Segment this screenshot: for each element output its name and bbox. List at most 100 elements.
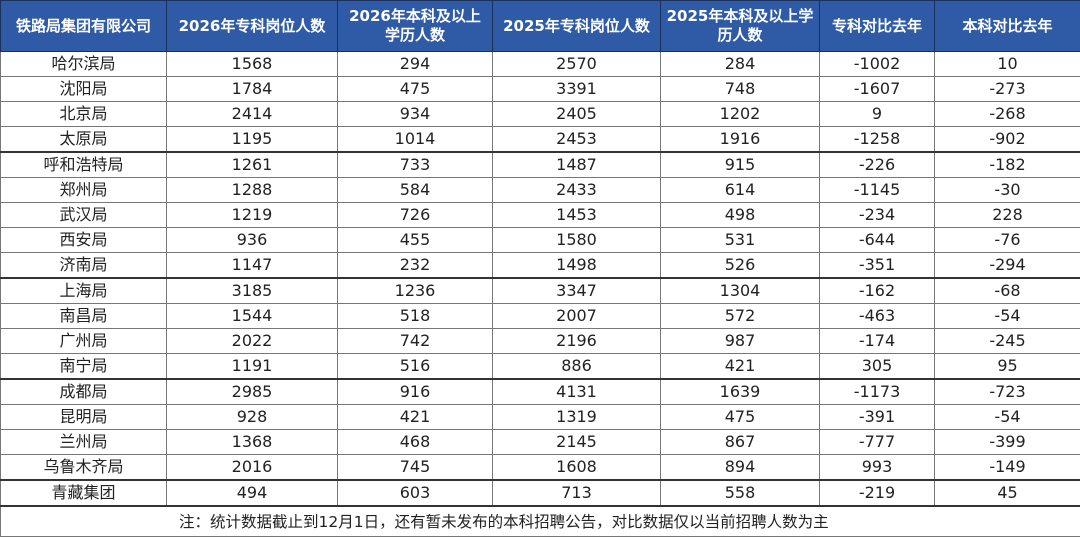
value-cell: 742 bbox=[338, 329, 493, 354]
value-cell: 475 bbox=[338, 77, 493, 102]
value-cell: 603 bbox=[338, 480, 493, 506]
value-cell: 572 bbox=[661, 304, 820, 329]
value-cell: -162 bbox=[820, 278, 935, 304]
bureau-name-cell: 呼和浩特局 bbox=[1, 152, 167, 178]
column-header: 专科对比去年 bbox=[820, 1, 935, 52]
value-cell: 526 bbox=[661, 253, 820, 279]
value-cell: 936 bbox=[167, 228, 338, 253]
bureau-name-cell: 南宁局 bbox=[1, 354, 167, 380]
value-cell: 934 bbox=[338, 102, 493, 127]
value-cell: 2405 bbox=[493, 102, 661, 127]
value-cell: 1580 bbox=[493, 228, 661, 253]
note-row: 注：统计数据截止到12月1日，还有暂未发布的本科招聘公告，对比数据仅以当前招聘人… bbox=[1, 506, 1080, 537]
value-cell: 421 bbox=[338, 405, 493, 430]
value-cell: 1368 bbox=[167, 430, 338, 455]
value-cell: 2007 bbox=[493, 304, 661, 329]
value-cell: 1014 bbox=[338, 127, 493, 153]
column-header: 2026年本科及以上学历人数 bbox=[338, 1, 493, 52]
value-cell: -1173 bbox=[820, 379, 935, 405]
value-cell: 455 bbox=[338, 228, 493, 253]
column-header: 本科对比去年 bbox=[935, 1, 1080, 52]
value-cell: 494 bbox=[167, 480, 338, 506]
value-cell: -54 bbox=[935, 405, 1080, 430]
value-cell: 9 bbox=[820, 102, 935, 127]
value-cell: -644 bbox=[820, 228, 935, 253]
value-cell: -1002 bbox=[820, 52, 935, 77]
bureau-name-cell: 成都局 bbox=[1, 379, 167, 405]
value-cell: -268 bbox=[935, 102, 1080, 127]
bureau-name-cell: 武汉局 bbox=[1, 203, 167, 228]
bureau-name-cell: 兰州局 bbox=[1, 430, 167, 455]
value-cell: 3347 bbox=[493, 278, 661, 304]
bureau-name-cell: 南昌局 bbox=[1, 304, 167, 329]
value-cell: 894 bbox=[661, 455, 820, 481]
value-cell: 2016 bbox=[167, 455, 338, 481]
value-cell: -174 bbox=[820, 329, 935, 354]
value-cell: 45 bbox=[935, 480, 1080, 506]
value-cell: 1608 bbox=[493, 455, 661, 481]
bureau-name-cell: 上海局 bbox=[1, 278, 167, 304]
value-cell: 95 bbox=[935, 354, 1080, 380]
value-cell: 232 bbox=[338, 253, 493, 279]
bureau-name-cell: 乌鲁木齐局 bbox=[1, 455, 167, 481]
value-cell: 468 bbox=[338, 430, 493, 455]
value-cell: 531 bbox=[661, 228, 820, 253]
value-cell: -76 bbox=[935, 228, 1080, 253]
value-cell: -902 bbox=[935, 127, 1080, 153]
bureau-name-cell: 沈阳局 bbox=[1, 77, 167, 102]
footnote: 注：统计数据截止到12月1日，还有暂未发布的本科招聘公告，对比数据仅以当前招聘人… bbox=[1, 506, 1080, 537]
value-cell: 1195 bbox=[167, 127, 338, 153]
value-cell: 2022 bbox=[167, 329, 338, 354]
value-cell: 2145 bbox=[493, 430, 661, 455]
value-cell: 745 bbox=[338, 455, 493, 481]
bureau-name-cell: 北京局 bbox=[1, 102, 167, 127]
bureau-name-cell: 西安局 bbox=[1, 228, 167, 253]
value-cell: 584 bbox=[338, 178, 493, 203]
value-cell: 516 bbox=[338, 354, 493, 380]
value-cell: 518 bbox=[338, 304, 493, 329]
value-cell: 1236 bbox=[338, 278, 493, 304]
value-cell: -777 bbox=[820, 430, 935, 455]
value-cell: 1916 bbox=[661, 127, 820, 153]
value-cell: -54 bbox=[935, 304, 1080, 329]
value-cell: 10 bbox=[935, 52, 1080, 77]
value-cell: 916 bbox=[338, 379, 493, 405]
value-cell: 915 bbox=[661, 152, 820, 178]
value-cell: 1202 bbox=[661, 102, 820, 127]
value-cell: 558 bbox=[661, 480, 820, 506]
value-cell: 987 bbox=[661, 329, 820, 354]
value-cell: 928 bbox=[167, 405, 338, 430]
value-cell: -1145 bbox=[820, 178, 935, 203]
value-cell: 3185 bbox=[167, 278, 338, 304]
value-cell: -399 bbox=[935, 430, 1080, 455]
bureau-name-cell: 昆明局 bbox=[1, 405, 167, 430]
value-cell: 713 bbox=[493, 480, 661, 506]
value-cell: -245 bbox=[935, 329, 1080, 354]
value-cell: -226 bbox=[820, 152, 935, 178]
bureau-name-cell: 郑州局 bbox=[1, 178, 167, 203]
value-cell: 867 bbox=[661, 430, 820, 455]
value-cell: 305 bbox=[820, 354, 935, 380]
value-cell: 1219 bbox=[167, 203, 338, 228]
value-cell: -351 bbox=[820, 253, 935, 279]
column-header: 铁路局集团有限公司 bbox=[1, 1, 167, 52]
column-header: 2025年专科岗位人数 bbox=[493, 1, 661, 52]
value-cell: 614 bbox=[661, 178, 820, 203]
value-cell: 993 bbox=[820, 455, 935, 481]
column-header: 2026年专科岗位人数 bbox=[167, 1, 338, 52]
value-cell: 1487 bbox=[493, 152, 661, 178]
